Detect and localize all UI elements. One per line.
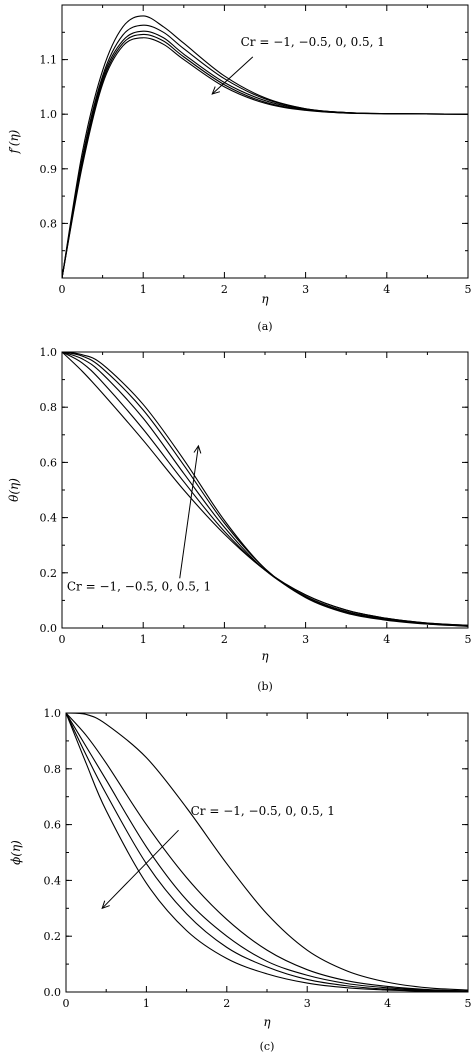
chart-panel-3: 0 1 2 3 4 5 0.0 0.2 0.4 0.6 0.8 1.0 Cr = −1, −0.5, 0… xyxy=(9,707,472,1053)
series-line-3 xyxy=(65,712,469,992)
x-axis-label: η xyxy=(261,649,269,663)
y-tick-label: 0.0 xyxy=(40,622,58,635)
y-tick-label: 0.0 xyxy=(44,986,62,999)
x-tick-label: 0 xyxy=(59,283,66,296)
annotation-arrow xyxy=(179,445,199,579)
y-tick-label: 0.8 xyxy=(40,401,58,414)
series-line-1 xyxy=(61,15,469,279)
y-tick-label: 0.4 xyxy=(40,512,58,525)
annotation-arrow xyxy=(211,56,254,95)
y-tick-label: 0.8 xyxy=(40,217,58,230)
annotation-label: Cr = −1, −0.5, 0, 0.5, 1 xyxy=(241,35,385,49)
x-tick-label: 5 xyxy=(465,283,472,296)
series-line-5 xyxy=(61,37,469,279)
x-tick-label: 2 xyxy=(221,283,228,296)
x-tick-label: 3 xyxy=(302,283,309,296)
x-tick-label: 4 xyxy=(383,633,390,646)
x-tick-label: 0 xyxy=(63,997,70,1010)
x-tick-label: 5 xyxy=(465,633,472,646)
x-tick-label: 4 xyxy=(383,283,390,296)
x-tick-label: 4 xyxy=(384,997,391,1010)
y-tick-label: 0.6 xyxy=(44,819,62,832)
series-line-1 xyxy=(65,712,469,991)
y-tick-label: 0.2 xyxy=(44,930,62,943)
y-tick-label: 1.0 xyxy=(40,346,58,359)
x-tick-label: 1 xyxy=(143,997,150,1010)
annotation-arrowhead xyxy=(193,444,202,454)
chart-panel-2: 0 1 2 3 4 5 0.0 0.2 0.4 0.6 0.8 1.0 Cr = −1, −0.5, 0… xyxy=(7,346,472,693)
series-line-4 xyxy=(65,712,469,992)
series-line-3 xyxy=(61,30,469,279)
panel-caption: (b) xyxy=(257,680,273,693)
series-line-2 xyxy=(61,24,469,279)
series-line-4 xyxy=(61,33,469,279)
x-tick-label: 2 xyxy=(221,633,228,646)
y-tick-label: 0.4 xyxy=(44,874,62,887)
annotation-label: Cr = −1, −0.5, 0, 0.5, 1 xyxy=(191,804,335,818)
y-tick-label: 0.6 xyxy=(40,456,58,469)
y-tick-label: 1.0 xyxy=(40,108,58,121)
chart-panel-1: 0 1 2 3 4 5 0.8 0.9 1.0 1.1 Cr = −1, −0.5, 0, 0.5,… xyxy=(7,4,472,333)
x-axis-label: η xyxy=(261,292,269,306)
x-tick-label: 1 xyxy=(140,283,147,296)
y-axis-label: f′(η) xyxy=(7,129,21,154)
panel-caption: (c) xyxy=(260,1040,275,1053)
annotation-arrowhead xyxy=(211,86,221,95)
y-tick-label: 0.9 xyxy=(40,163,58,176)
annotation-arrow xyxy=(101,829,179,909)
x-tick-label: 0 xyxy=(59,633,66,646)
y-tick-label: 1.1 xyxy=(40,54,58,67)
panel-caption: (a) xyxy=(257,320,272,333)
series-line-5 xyxy=(61,351,469,627)
series-line-2 xyxy=(61,351,469,626)
annotation-label: Cr = −1, −0.5, 0, 0.5, 1 xyxy=(67,580,211,594)
y-tick-label: 1.0 xyxy=(44,707,62,720)
series-line-2 xyxy=(65,712,469,992)
x-tick-label: 1 xyxy=(140,633,147,646)
series-line-5 xyxy=(65,712,469,993)
y-tick-label: 0.2 xyxy=(40,567,58,580)
annotation-arrowhead xyxy=(101,900,110,910)
x-tick-label: 3 xyxy=(302,633,309,646)
x-axis-label: η xyxy=(263,1015,271,1029)
y-axis-label: θ(η) xyxy=(7,478,21,502)
x-tick-label: 2 xyxy=(223,997,230,1010)
x-tick-label: 5 xyxy=(465,997,472,1010)
x-tick-label: 3 xyxy=(304,997,311,1010)
y-tick-label: 0.8 xyxy=(44,763,62,776)
y-axis-label: ϕ(η) xyxy=(9,840,23,865)
